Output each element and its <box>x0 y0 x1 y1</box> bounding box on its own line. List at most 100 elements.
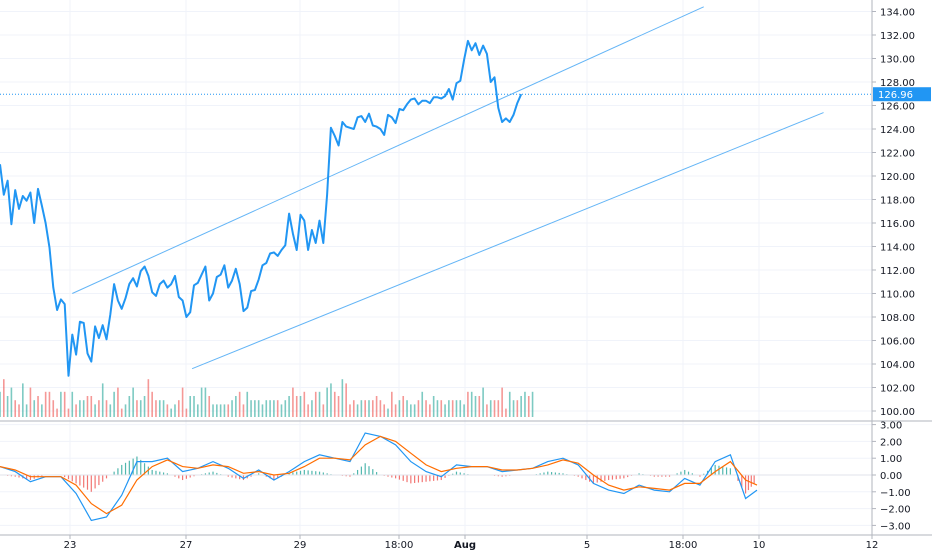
volume-bar <box>246 391 249 417</box>
volume-bar <box>417 400 420 417</box>
volume-bar <box>284 400 287 417</box>
volume-bar <box>82 400 85 417</box>
price-line[interactable] <box>0 39 523 377</box>
volume-bar <box>311 400 313 417</box>
volume-bar <box>527 396 530 417</box>
macd-signal-line <box>0 435 758 515</box>
volume-bar <box>158 400 161 417</box>
price-tick-label: 134.00 <box>880 8 915 19</box>
volume-bar <box>391 391 393 417</box>
volume-bar <box>295 396 298 417</box>
volume-bar <box>387 408 389 417</box>
volume-bar <box>151 391 153 417</box>
volume-bar <box>90 396 93 417</box>
price-tick-label: 116.00 <box>880 219 915 230</box>
channel-upper-line[interactable] <box>72 6 704 294</box>
volume-bar <box>413 404 416 417</box>
volume-bar <box>41 404 43 417</box>
price-tick-label: 126.00 <box>880 102 915 113</box>
volume-bar <box>371 400 374 417</box>
volume-bar <box>467 391 469 417</box>
macd-pane <box>0 432 872 522</box>
volume-bar <box>128 396 131 417</box>
volume-bar <box>356 404 359 417</box>
price-tick-label: 130.00 <box>880 55 915 66</box>
price-tick-label: 112.00 <box>880 266 915 277</box>
volume-bar <box>337 396 340 417</box>
volume-bar <box>94 404 96 417</box>
volume-bar <box>432 396 435 417</box>
volume-bar <box>170 408 172 417</box>
volume-bar <box>489 400 492 417</box>
volume-bar <box>174 404 176 417</box>
price-tick-label: 110.00 <box>880 290 915 301</box>
volume-bar <box>147 379 150 417</box>
volume-bar <box>375 396 378 417</box>
volume-bar <box>269 400 271 417</box>
price-tick-label: 106.00 <box>880 337 915 348</box>
volume-bar <box>497 400 500 417</box>
volume-bar <box>257 400 260 417</box>
volume-bar <box>117 387 119 417</box>
price-tick-label: 100.00 <box>880 407 915 418</box>
volume-bar <box>155 400 157 417</box>
volume-bar <box>493 400 496 417</box>
volume-bar <box>86 396 89 417</box>
volume-bar <box>345 383 347 417</box>
volume-bar <box>463 404 465 417</box>
volume-bar <box>512 400 515 417</box>
volume-bar <box>216 404 218 417</box>
volume-bar <box>227 404 230 417</box>
volume-bar <box>524 391 526 417</box>
time-tick-label: 27 <box>180 540 193 550</box>
volume-bar <box>436 400 439 417</box>
volume-bar <box>406 400 408 417</box>
volume-bar <box>303 391 306 417</box>
volume-bar <box>322 404 325 417</box>
volume-bar <box>318 391 321 417</box>
time-tick-label: 18:00 <box>669 540 698 550</box>
volume-bar <box>63 391 66 417</box>
volume-bar <box>421 391 424 417</box>
volume-bar <box>139 400 142 417</box>
price-series[interactable] <box>0 39 872 377</box>
volume-bar <box>75 404 77 417</box>
volume-bar <box>193 396 195 417</box>
volume-bar <box>10 387 13 417</box>
volume-bar <box>18 404 20 417</box>
volume-bar <box>204 387 207 417</box>
volume-bar <box>326 387 328 417</box>
channel-lower-line[interactable] <box>191 112 824 370</box>
volume-bar <box>231 400 233 417</box>
price-tick-label: 118.00 <box>880 196 915 207</box>
volume-bar <box>451 400 454 417</box>
volume-bar <box>459 400 462 417</box>
volume-bar <box>79 400 81 417</box>
macd-tick-label: 0.00 <box>880 471 902 482</box>
volume-bar <box>109 404 112 417</box>
volume-bar <box>238 391 241 417</box>
trend-channel[interactable] <box>72 6 824 370</box>
volume-bar <box>235 396 237 417</box>
volume-bar <box>368 400 370 417</box>
volume-bar <box>383 404 386 417</box>
volume-bar <box>360 400 363 417</box>
volume-bar <box>398 400 401 417</box>
price-tick-label: 108.00 <box>880 313 915 324</box>
volume-bar <box>288 396 290 417</box>
volume-bar <box>352 400 355 417</box>
volume-bar <box>200 387 203 417</box>
volume-bar <box>470 391 473 417</box>
volume-bar <box>474 396 477 417</box>
volume-bar <box>98 400 100 417</box>
volume-bar <box>250 400 252 417</box>
volume-bar <box>394 404 397 417</box>
volume-bar <box>440 400 443 417</box>
macd-tick-label: −2.00 <box>880 505 911 516</box>
volume-bar <box>37 396 39 417</box>
volume-bar <box>124 404 127 417</box>
volume-bar <box>292 387 294 417</box>
